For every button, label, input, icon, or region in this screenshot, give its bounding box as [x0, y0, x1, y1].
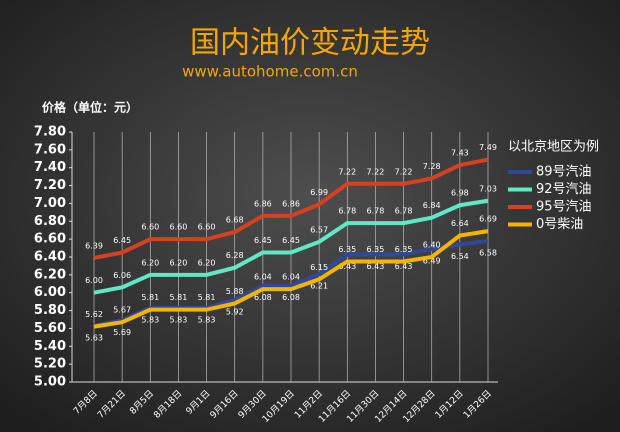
data-label: 6.20: [170, 258, 188, 267]
data-label: 6.78: [338, 207, 356, 216]
data-label: 6.64: [451, 219, 469, 228]
legend-label: 92号汽油: [536, 182, 592, 197]
data-label: 5.88: [226, 287, 244, 296]
data-label: 7.28: [423, 162, 441, 171]
data-label: 6.35: [367, 245, 385, 254]
data-label: 6.04: [254, 273, 272, 282]
data-label: 7.22: [338, 167, 356, 176]
legend-label: 0号柴油: [536, 217, 583, 232]
y-tick-label: 7.40: [34, 160, 66, 175]
data-label: 6.98: [451, 189, 469, 198]
data-label: 6.54: [451, 252, 469, 261]
y-tick-label: 6.00: [34, 285, 66, 300]
data-label: 7.22: [367, 167, 385, 176]
y-tick-label: 7.60: [34, 142, 66, 157]
y-tick-label: 5.40: [34, 339, 66, 354]
data-label: 6.49: [423, 256, 441, 265]
data-label: 6.60: [141, 223, 159, 232]
data-label: 5.83: [141, 315, 159, 324]
data-label: 5.69: [113, 328, 131, 337]
data-label: 6.60: [198, 223, 216, 232]
y-tick-label: 7.00: [34, 196, 66, 211]
data-label: 6.06: [113, 271, 131, 280]
data-label: 5.81: [198, 293, 216, 302]
data-label: 6.08: [254, 293, 272, 302]
y-tick-label: 6.80: [34, 214, 66, 229]
legend-title: 以北京地区为例: [508, 140, 599, 155]
data-label: 6.43: [367, 262, 385, 271]
data-label: 5.81: [141, 293, 159, 302]
data-label: 6.00: [85, 276, 103, 285]
data-label: 6.86: [254, 199, 272, 208]
data-label: 6.58: [479, 248, 497, 257]
legend-label: 89号汽油: [536, 165, 592, 180]
data-label: 6.78: [367, 207, 385, 216]
chart-title: 国内油价变动走势: [190, 26, 430, 61]
data-label: 7.43: [451, 149, 469, 158]
data-label: 5.63: [85, 333, 103, 342]
legend-label: 95号汽油: [536, 200, 592, 215]
data-label: 6.86: [282, 199, 300, 208]
data-label: 6.39: [85, 241, 103, 250]
data-label: 6.40: [423, 241, 441, 250]
data-label: 6.45: [282, 236, 300, 245]
data-label: 6.04: [282, 273, 300, 282]
series-line: [93, 198, 489, 295]
data-label: 6.45: [254, 236, 272, 245]
data-label: 6.45: [113, 236, 131, 245]
data-label: 6.69: [479, 215, 497, 224]
data-label: 5.83: [170, 315, 188, 324]
data-label: 6.15: [310, 263, 328, 272]
y-tick-label: 7.80: [34, 125, 66, 140]
y-axis-label: 价格（单位：元）: [42, 100, 138, 115]
data-label: 6.35: [395, 245, 413, 254]
data-label: 7.49: [479, 143, 497, 152]
data-label: 7.03: [479, 184, 497, 193]
data-label: 6.57: [310, 225, 328, 234]
data-label: 6.08: [282, 293, 300, 302]
y-tick-label: 5.20: [34, 357, 66, 372]
data-label: 6.78: [395, 207, 413, 216]
y-tick-label: 6.60: [34, 232, 66, 247]
data-label: 6.35: [338, 245, 356, 254]
series-line: [93, 229, 489, 329]
data-label: 7.22: [395, 167, 413, 176]
series-line: [93, 157, 489, 260]
y-tick-label: 5.00: [34, 375, 66, 390]
data-label: 6.99: [310, 188, 328, 197]
data-label: 5.81: [170, 293, 188, 302]
data-label: 5.92: [226, 307, 244, 316]
data-label: 6.28: [226, 251, 244, 260]
data-label: 6.68: [226, 216, 244, 225]
y-tick-label: 5.60: [34, 321, 66, 336]
data-label: 5.62: [85, 310, 103, 319]
data-label: 6.20: [141, 258, 159, 267]
data-label: 6.21: [310, 281, 328, 290]
data-label: 6.43: [338, 262, 356, 271]
data-label: 5.67: [113, 306, 131, 315]
data-label: 6.20: [198, 258, 216, 267]
y-tick-label: 6.40: [34, 250, 66, 265]
chart-subtitle: www.autohome.com.cn: [182, 63, 358, 81]
data-label: 5.83: [198, 315, 216, 324]
y-tick-label: 6.20: [34, 267, 66, 282]
data-label: 6.60: [170, 223, 188, 232]
y-tick-label: 5.80: [34, 303, 66, 318]
y-tick-label: 7.20: [34, 178, 66, 193]
data-label: 6.84: [423, 201, 441, 210]
data-label: 6.43: [395, 262, 413, 271]
